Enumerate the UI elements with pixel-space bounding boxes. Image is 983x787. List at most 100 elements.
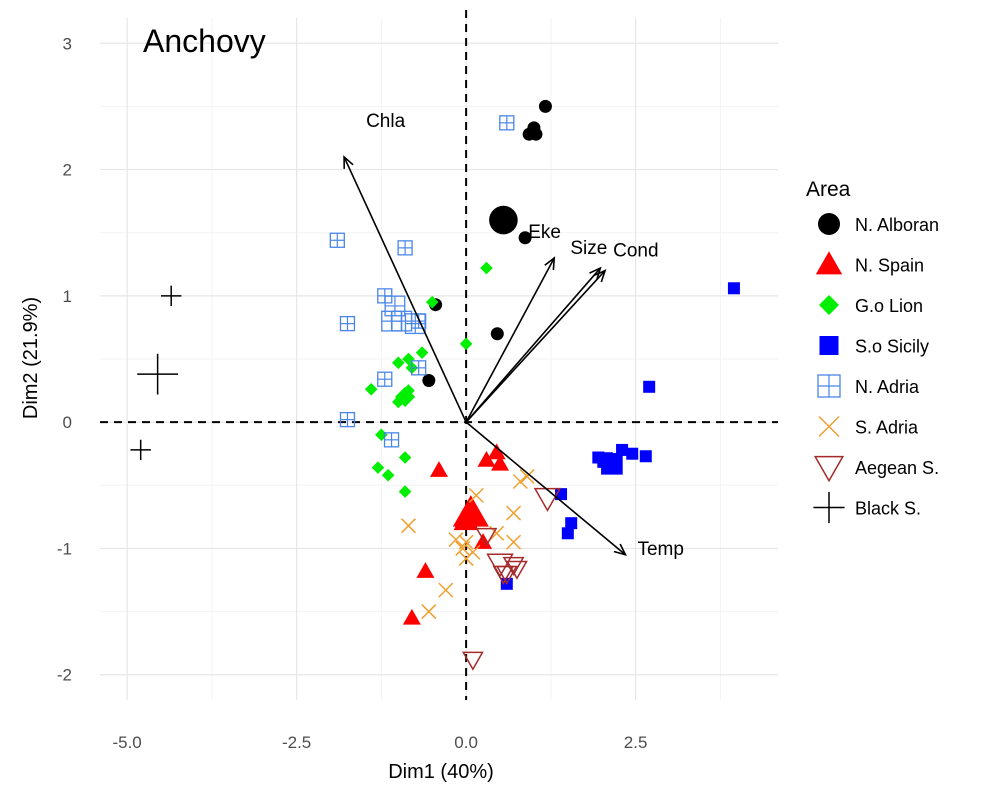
data-point: [486, 553, 514, 578]
legend-key: [818, 415, 840, 438]
data-point: [626, 447, 639, 460]
data-point: [411, 313, 427, 329]
data-point-shape-b: [400, 518, 417, 534]
data-point-shape: [727, 282, 740, 295]
legend-item: G.o Lion: [819, 295, 923, 316]
data-point-shape: [364, 383, 378, 396]
legend-key: [818, 213, 840, 235]
x-axis-title: Dim1 (40%): [388, 761, 494, 783]
data-point: [416, 562, 435, 578]
vector-line: [465, 257, 555, 423]
data-point-shape: [395, 386, 416, 407]
data-point-shape: [487, 443, 506, 460]
data-point: [398, 485, 412, 498]
data-point-shape: [518, 231, 532, 245]
vector-line: [465, 421, 626, 556]
data-point: [616, 443, 629, 456]
data-point-shape-b: [455, 540, 471, 556]
legend-label: N. Spain: [855, 256, 924, 276]
vector-line: [465, 267, 601, 423]
data-point: [487, 443, 506, 460]
vector-cond: Cond: [465, 241, 659, 423]
legend-key: [817, 374, 841, 398]
vector-arrowhead: [589, 266, 602, 280]
data-point: [415, 346, 429, 359]
data-point: [518, 231, 532, 245]
data-point: [506, 505, 522, 521]
legend-key: [813, 491, 845, 524]
data-point: [506, 534, 522, 550]
series-s-o-sicily: [500, 282, 740, 590]
data-point: [727, 282, 740, 295]
x-tick-label: 2.5: [624, 733, 648, 752]
data-point: [421, 604, 437, 620]
data-point-shape-b: [438, 582, 454, 598]
data-point: [430, 461, 448, 477]
data-point-shape: [402, 352, 415, 366]
data-point-shape: [462, 651, 484, 671]
data-point: [490, 327, 504, 341]
data-point: [402, 352, 415, 366]
data-point-shape: [422, 373, 436, 387]
variable-vectors: Chla Eke Size Cond Temp: [343, 111, 684, 560]
data-point-shape: [639, 450, 652, 463]
vector-label: Eke: [528, 222, 561, 243]
data-point: [477, 451, 496, 467]
data-point: [422, 373, 436, 387]
data-point: [438, 582, 454, 598]
vector-label: Chla: [366, 111, 406, 132]
legend-key: [819, 295, 839, 315]
data-point-shape-b: [448, 532, 464, 548]
chart-title: Anchovy: [143, 23, 266, 59]
legend-items: N. Alboran N. Spain G.o Lion S.o Sicily N. A…: [813, 213, 939, 524]
legend-label: Black S.: [855, 499, 921, 519]
data-point: [459, 337, 473, 351]
data-point-shape: [486, 553, 514, 578]
legend-item: S. Adria: [818, 415, 919, 438]
vector-line: [343, 156, 467, 423]
data-point: [375, 428, 388, 442]
vector-arrowhead: [593, 269, 607, 283]
data-point: [455, 540, 471, 556]
data-point-shape: [480, 261, 493, 275]
x-tick-label: -5.0: [112, 733, 141, 752]
series-n-adria: [329, 115, 515, 448]
legend-item: N. Alboran: [818, 213, 939, 235]
data-point: [468, 487, 484, 503]
data-point: [339, 411, 356, 428]
data-point: [499, 115, 515, 131]
data-point-shape: [381, 468, 395, 482]
data-point-shape: [375, 428, 388, 442]
series-black-s: [130, 285, 182, 461]
data-point-shape: [475, 527, 498, 547]
data-point: [377, 371, 393, 387]
series-n-spain: [402, 443, 510, 625]
data-point: [565, 517, 578, 530]
legend-key: [815, 251, 843, 275]
legend-label: N. Adria: [855, 377, 920, 397]
axis-ticks: -5.0 -2.5 0.0 2.5 -2 -1 0 1 2 3: [57, 34, 648, 752]
vector-line: [465, 270, 606, 423]
data-point: [489, 205, 518, 235]
y-tick-label: -2: [57, 666, 72, 685]
vector-label: Size: [570, 238, 607, 259]
data-point-shape: [402, 608, 421, 625]
data-point: [371, 461, 385, 474]
data-points: [130, 99, 740, 671]
data-point-shape: [477, 451, 496, 467]
data-point: [529, 127, 543, 141]
data-point: [425, 295, 439, 309]
legend-item: N. Adria: [817, 374, 920, 398]
data-point-shape: [643, 380, 656, 393]
data-point: [448, 532, 464, 548]
data-point-shape: [506, 560, 528, 580]
data-point-shape: [565, 517, 578, 530]
y-tick-label: 1: [63, 287, 72, 306]
reference-lines: [100, 10, 778, 700]
data-point-shape-b: [489, 525, 505, 541]
data-point-shape-b: [512, 473, 528, 490]
series-n-alboran: [422, 99, 552, 387]
legend-item: Aegean S.: [813, 455, 939, 483]
data-point: [339, 315, 356, 332]
y-tick-label: 0: [63, 413, 72, 432]
